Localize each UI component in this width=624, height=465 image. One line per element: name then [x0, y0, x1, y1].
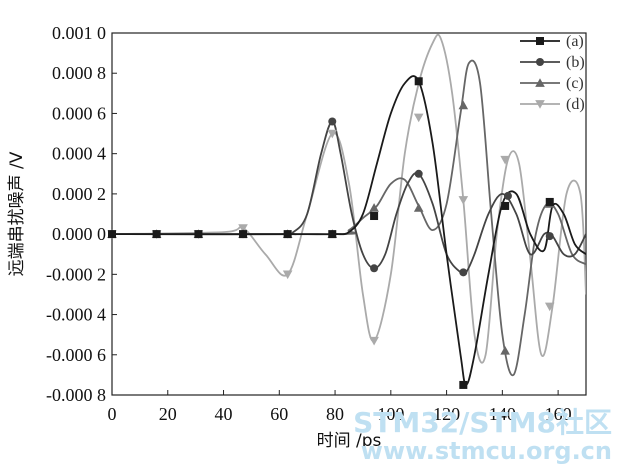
series-line-0 [112, 75, 586, 386]
y-tick-label: -0.000 8 [46, 385, 106, 405]
data-point-0 [328, 230, 337, 239]
y-tick-label: 0.000 2 [52, 184, 106, 204]
data-point-0 [152, 230, 161, 239]
legend-label-0: (a) [566, 33, 584, 50]
data-point-3 [500, 155, 510, 165]
legend-marker-0 [536, 37, 544, 45]
x-tick-label: 20 [159, 404, 177, 424]
data-point-1 [503, 191, 512, 200]
x-tick-label: 0 [108, 404, 117, 424]
y-tick-label: 0.000 4 [52, 144, 106, 164]
data-point-3 [369, 336, 379, 346]
series-lines [112, 33, 586, 386]
series-markers [107, 77, 555, 389]
legend-label-1: (b) [566, 54, 585, 71]
y-tick-label: 0.000 6 [52, 103, 106, 123]
series-line-1 [112, 120, 586, 276]
legend-marker-2 [535, 78, 545, 87]
y-tick-label: -0.000 6 [46, 345, 106, 365]
data-point-3 [282, 270, 293, 280]
data-point-2 [369, 203, 379, 212]
watermark-line1: STM32/STM8社区 [353, 406, 612, 439]
y-axis-title: 远端串扰噪声 /V [7, 151, 27, 276]
data-point-0 [239, 230, 248, 239]
data-point-3 [458, 196, 469, 205]
legend-marker-1 [536, 58, 544, 66]
series-line-2 [112, 59, 586, 377]
x-tick-label: 100 [377, 404, 404, 424]
x-tick-label: 60 [270, 404, 288, 424]
data-point-1 [459, 268, 468, 277]
legend-label-3: (d) [566, 96, 585, 113]
y-tick-label: 0.001 0 [52, 23, 106, 43]
data-point-2 [413, 203, 424, 212]
data-point-3 [413, 113, 424, 123]
data-point-0 [545, 197, 554, 206]
data-point-0 [194, 230, 203, 239]
data-point-3 [544, 302, 555, 312]
y-tick-label: 0.000 8 [52, 63, 106, 83]
data-point-0 [459, 380, 468, 389]
y-tick-label: -0.000 2 [46, 264, 106, 284]
data-point-1 [328, 117, 337, 126]
axis-ticks: 0 20 40 60 80 100 120 140 160 0.001 0 0.000 8 0.000… [46, 23, 572, 424]
x-tick-label: 160 [545, 404, 572, 424]
x-axis-title: 时间 /ps [317, 431, 382, 451]
data-point-1 [414, 169, 423, 178]
series-line-3 [112, 33, 586, 364]
data-point-0 [370, 212, 379, 221]
x-tick-label: 80 [326, 404, 344, 424]
legend: (a) (b) (c) (d) [520, 33, 585, 113]
plot-frame [111, 32, 587, 396]
data-point-0 [108, 230, 116, 239]
x-tick-label: 120 [433, 404, 460, 424]
watermark-line2: www.stmcu.org.cn [361, 437, 612, 465]
y-tick-label: 0.000 0 [52, 224, 106, 244]
legend-label-2: (c) [566, 75, 584, 92]
data-point-3 [238, 224, 248, 233]
legend-marker-3 [535, 100, 545, 109]
data-point-2 [500, 345, 510, 355]
data-point-1 [370, 264, 379, 273]
data-point-2 [458, 100, 469, 110]
data-point-0 [414, 77, 423, 86]
x-tick-label: 140 [489, 404, 516, 424]
data-point-0 [501, 201, 510, 210]
y-tick-label: -0.000 4 [46, 305, 106, 325]
data-point-0 [283, 230, 292, 239]
x-tick-label: 40 [215, 404, 233, 424]
data-point-3 [327, 129, 338, 139]
data-point-1 [545, 232, 554, 241]
